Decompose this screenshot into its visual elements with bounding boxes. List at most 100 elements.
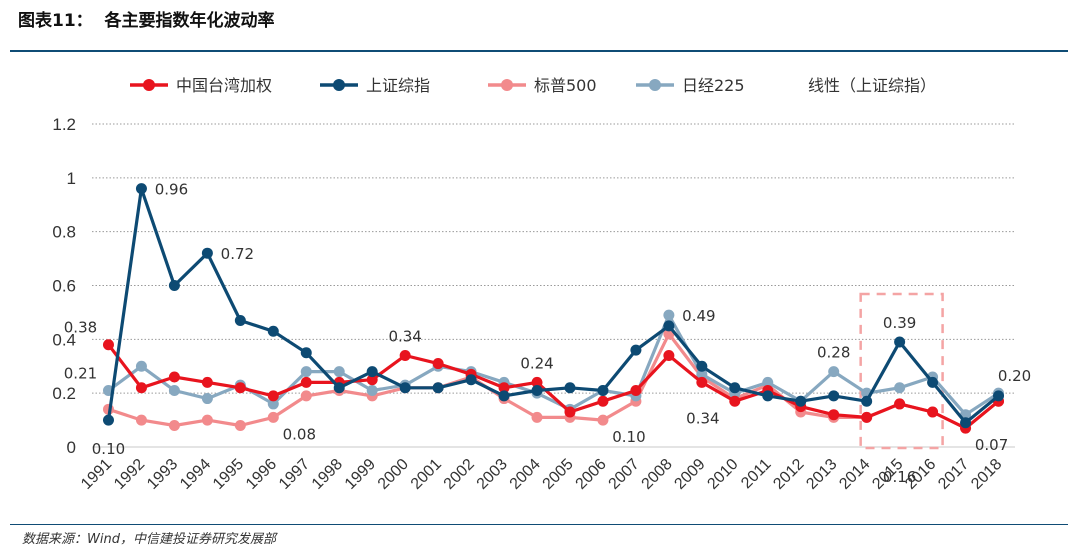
data-point: [729, 395, 741, 407]
title-divider: [10, 50, 1068, 52]
data-point: [861, 395, 873, 407]
data-point: [828, 366, 840, 378]
series-line: [106, 187, 1000, 425]
legend-item-3: 日经225: [636, 76, 745, 95]
data-labels: 0.38 0.21 0.10 0.96 0.72 0.08 0.34 0.24 0.10 0.49…: [64, 181, 1031, 486]
x-tick-label: 2001: [408, 456, 445, 493]
data-point: [234, 419, 246, 431]
data-point: [663, 349, 675, 361]
data-point: [597, 414, 609, 426]
data-point: [564, 382, 576, 394]
series-lines: [102, 183, 1005, 434]
legend-swatch-marker: [143, 79, 155, 91]
x-tick-label: 2002: [441, 456, 478, 493]
series-line: [107, 313, 1000, 417]
x-tick-label: 2010: [704, 456, 741, 493]
legend-item-1: 上证综指: [320, 76, 430, 95]
data-label: 0.20: [998, 367, 1031, 385]
data-point: [828, 409, 840, 421]
x-tick-label: 2018: [968, 456, 1005, 493]
data-point: [168, 371, 180, 383]
data-point: [861, 411, 873, 423]
gridlines: [92, 123, 1015, 448]
chart-title: 各主要指数年化波动率: [104, 11, 275, 31]
x-tick-label: 2006: [573, 456, 610, 493]
data-point: [498, 382, 510, 394]
data-label: 0.34: [686, 409, 719, 427]
data-label: 0.49: [682, 307, 715, 325]
data-point: [135, 382, 147, 394]
data-point: [432, 382, 444, 394]
x-tick-label: 1998: [309, 456, 346, 493]
volatility-line-chart: 00.20.40.60.811.2 1991199219931994199519…: [52, 76, 1031, 493]
data-point: [168, 384, 180, 396]
data-point: [762, 390, 774, 402]
data-label: 0.28: [817, 344, 850, 362]
data-point: [234, 314, 246, 326]
data-point: [135, 360, 147, 372]
data-point: [597, 384, 609, 396]
legend-label: 上证综指: [366, 76, 430, 95]
data-point: [531, 411, 543, 423]
data-point: [399, 349, 411, 361]
data-label: 0.10: [612, 428, 645, 446]
data-label: 0.16: [883, 468, 916, 486]
data-point: [201, 414, 213, 426]
x-tick-label: 1999: [342, 456, 379, 493]
y-tick-label: 1.2: [52, 115, 76, 134]
data-point: [894, 336, 906, 348]
data-label: 0.21: [64, 364, 97, 382]
legend-label: 标普500: [534, 76, 597, 95]
data-point: [300, 390, 312, 402]
x-tick-label: 2012: [770, 456, 807, 493]
data-label: 0.34: [388, 327, 421, 345]
data-point: [234, 382, 246, 394]
x-tick-label: 1994: [177, 456, 214, 493]
data-point: [366, 366, 378, 378]
data-label: 0.38: [64, 319, 97, 337]
figure-number: 图表11：: [18, 11, 93, 31]
data-point: [168, 280, 180, 291]
x-tick-label: 2017: [935, 456, 972, 493]
data-label: 0.39: [883, 314, 916, 332]
data-point: [828, 390, 840, 402]
legend-swatch-marker: [333, 79, 345, 91]
data-point: [300, 366, 312, 378]
data-label: 0.96: [155, 181, 188, 199]
y-tick-label: 0.8: [52, 223, 76, 242]
data-point: [795, 395, 807, 407]
data-label: 0.07: [975, 436, 1008, 454]
data-point: [135, 414, 147, 426]
y-tick-label: 1: [67, 169, 76, 188]
legend-trendline-label: 线性（上证综指）: [808, 76, 936, 95]
data-point: [531, 376, 543, 388]
data-point: [333, 382, 345, 394]
data-point: [564, 406, 576, 418]
x-tick-label: 2005: [540, 456, 577, 493]
data-label: 0.72: [221, 245, 254, 263]
data-point: [168, 419, 180, 431]
data-label: 0.24: [520, 354, 553, 372]
highlight-box: [859, 292, 944, 450]
source-note: 数据来源：Wind，中信建投证券研究发展部: [22, 532, 276, 547]
x-tick-label: 2009: [671, 456, 708, 493]
data-point: [993, 390, 1005, 402]
data-point: [960, 417, 972, 429]
data-point: [630, 384, 642, 396]
data-point: [597, 395, 609, 407]
data-point: [300, 347, 312, 359]
data-point: [102, 339, 114, 351]
data-point: [729, 382, 741, 394]
data-point: [531, 384, 543, 396]
x-tick-label: 1996: [243, 456, 280, 493]
data-point: [366, 374, 378, 386]
data-point: [663, 309, 675, 321]
x-tick-label: 2007: [606, 456, 643, 493]
x-tick-label: 1995: [210, 456, 247, 493]
data-point: [267, 325, 279, 337]
x-tick-label: 2004: [507, 456, 544, 493]
data-point: [201, 393, 213, 405]
data-point: [267, 398, 279, 410]
x-tick-label: 2008: [639, 456, 676, 493]
data-point: [696, 368, 708, 380]
